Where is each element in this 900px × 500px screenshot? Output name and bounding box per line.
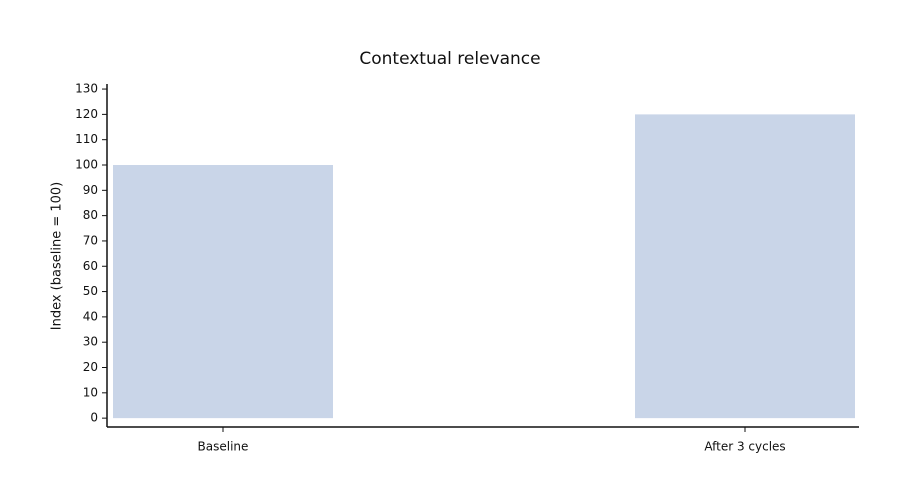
y-tick-label: 20 [83,360,98,374]
y-tick-label: 90 [83,183,98,197]
y-tick-label: 40 [83,309,98,323]
y-tick-label: 30 [83,335,98,349]
y-tick-label: 10 [83,385,98,399]
bar [635,114,855,419]
x-tick-label: After 3 cycles [704,440,785,454]
chart-title: Contextual relevance [359,49,540,69]
bar [113,165,333,419]
y-tick-label: 130 [75,82,98,96]
y-tick-label: 60 [83,259,98,273]
y-axis-label: Index (baseline = 100) [50,182,65,330]
y-tick-label: 100 [75,158,98,172]
x-tick-label: Baseline [198,440,249,454]
y-tick-label: 110 [75,132,98,146]
y-tick-label: 50 [83,284,98,298]
y-tick-label: 80 [83,208,98,222]
y-tick-label: 0 [90,411,98,425]
y-tick-label: 120 [75,107,98,121]
y-tick-label: 70 [83,233,98,247]
